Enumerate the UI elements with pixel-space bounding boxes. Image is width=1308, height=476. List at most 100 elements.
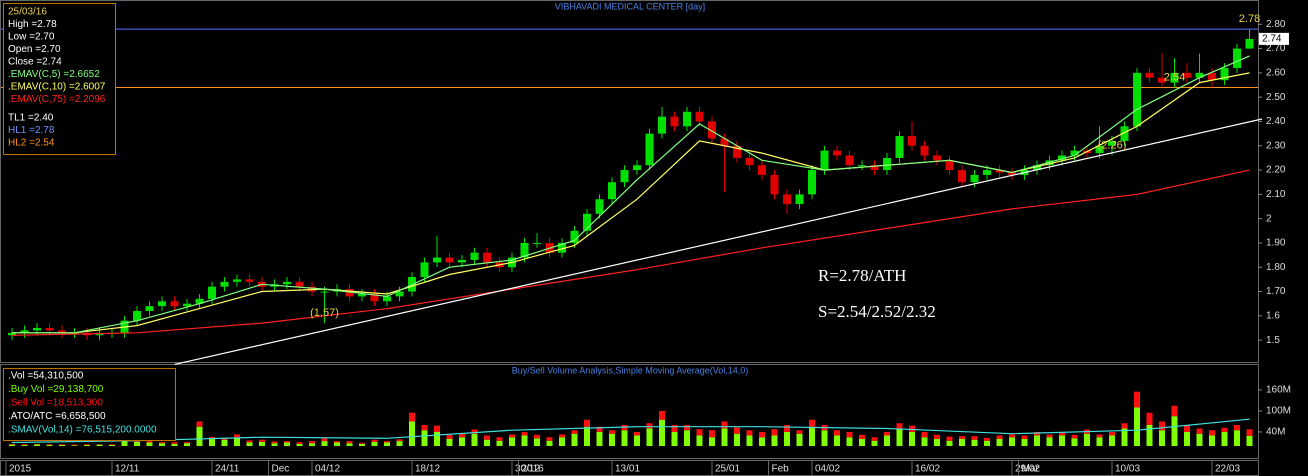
info-line: Close =2.74 (8, 57, 62, 68)
buy-volume-bar (621, 430, 628, 446)
sell-volume-bar (996, 435, 1003, 439)
candle-body (833, 150, 841, 156)
sell-volume-bar (284, 441, 290, 443)
buy-volume-bar (871, 440, 878, 446)
buy-volume-bar (1059, 435, 1065, 446)
sell-volume-bar (271, 441, 278, 444)
candle-body (958, 170, 966, 183)
sell-volume-bar (984, 437, 990, 441)
sell-volume-bar (734, 427, 740, 434)
sell-volume-bar (259, 439, 265, 442)
candle-body (1120, 126, 1129, 141)
sell-volume-bar (846, 431, 853, 438)
buy-volume-bar (234, 437, 240, 446)
buy-volume-bar (784, 431, 790, 446)
buy-volume-bar (996, 438, 1003, 446)
sell-volume-bar (1159, 421, 1165, 431)
buy-volume-bar (246, 442, 253, 446)
x-tick-label: 25/01 (715, 464, 740, 475)
sell-volume-bar (534, 434, 540, 439)
sell-volume-bar (146, 441, 153, 443)
buy-volume-bar (384, 442, 390, 446)
buy-volume-bar (521, 435, 528, 446)
buy-volume-bar (9, 444, 15, 446)
buy-volume-bar (1096, 437, 1103, 446)
chart-title: VIBHAVADI MEDICAL CENTER [day] (555, 1, 705, 11)
sell-volume-bar (634, 431, 640, 436)
candle-body (970, 174, 979, 183)
candle-body (670, 116, 679, 127)
candle-body (1095, 145, 1104, 154)
sell-volume-bar (234, 434, 240, 438)
sell-volume-bar (171, 442, 178, 444)
info-line: .EMAV(C,10) =2.6007 (8, 82, 106, 93)
candle-body (758, 165, 766, 175)
buy-volume-bar (121, 440, 128, 446)
buy-volume-bar (1034, 435, 1040, 446)
sell-volume-bar (321, 438, 328, 442)
buy-volume-bar (109, 444, 115, 446)
period-label: 2015 (9, 464, 32, 475)
candle-body (1245, 38, 1254, 49)
sell-volume-bar (359, 442, 365, 444)
buy-volume-bar (1046, 437, 1053, 446)
buy-volume-bar (434, 431, 440, 446)
sell-volume-bar (346, 441, 353, 444)
buy-volume-bar (721, 428, 728, 446)
sell-volume-bar (696, 429, 703, 436)
sell-volume-bar (496, 437, 503, 441)
volume-info-line: .SMAV(Vol,14) =76,515,200.0000 (8, 425, 157, 436)
candle-body (195, 298, 204, 304)
sell-volume-bar (596, 426, 603, 432)
candle-body (33, 327, 41, 331)
sell-volume-bar (834, 430, 840, 436)
buy-volume-bar (559, 437, 565, 446)
sell-volume-bar (184, 442, 190, 444)
buy-volume-bar (646, 428, 653, 446)
sell-volume-bar (1096, 434, 1103, 438)
annotation: 2.78 (1239, 13, 1260, 25)
y-tick-label: 2.40 (1266, 116, 1286, 127)
buy-volume-bar (321, 441, 328, 446)
buy-volume-bar (96, 444, 103, 446)
candle-body (620, 170, 629, 183)
buy-volume-bar (484, 439, 490, 446)
candle-body (583, 213, 591, 231)
sell-volume-bar (771, 429, 778, 436)
x-tick-label: 10/03 (1115, 464, 1140, 475)
sell-volume-bar (1059, 431, 1065, 436)
sell-volume-bar (371, 439, 378, 442)
sell-volume-bar (309, 441, 315, 444)
sell-volume-bar (296, 442, 303, 444)
buy-volume-bar (171, 443, 178, 446)
x-tick-label: 04/02 (815, 464, 840, 475)
sell-volume-bar (1246, 429, 1253, 436)
candle-body (1220, 68, 1229, 81)
x-tick-label: 24/11 (215, 464, 240, 475)
volume-info-line: .Buy Vol =29,138,700 (8, 384, 104, 395)
overlay-line (174, 118, 1263, 365)
buy-volume-bar (1159, 430, 1165, 446)
sma-line (11, 418, 1250, 444)
candle-body (445, 257, 454, 263)
sell-volume-bar (1134, 391, 1140, 408)
buy-volume-bar (934, 438, 940, 446)
sell-volume-bar (159, 442, 165, 444)
buy-volume-bar (921, 437, 928, 446)
buy-volume-bar (534, 438, 540, 446)
sell-volume-bar (446, 434, 453, 439)
candle-body (345, 289, 354, 297)
y-tick-label: 1.6 (1266, 310, 1280, 321)
candle-body (1158, 77, 1166, 83)
price-panel (0, 0, 1259, 363)
candle-body (483, 252, 491, 263)
candle-body (158, 301, 166, 307)
buy-volume-bar (671, 431, 678, 446)
sell-volume-bar (1146, 412, 1153, 425)
last-price-label: 2.74 (1262, 34, 1282, 45)
buy-volume-bar (696, 435, 703, 446)
plot: 1.5 1.6 1.70 1.80 1.90 2 2.10 2.20 2.30 2.40 2.50 2… (1, 13, 1291, 476)
candle-body (220, 281, 229, 287)
buy-volume-bar (659, 419, 665, 446)
